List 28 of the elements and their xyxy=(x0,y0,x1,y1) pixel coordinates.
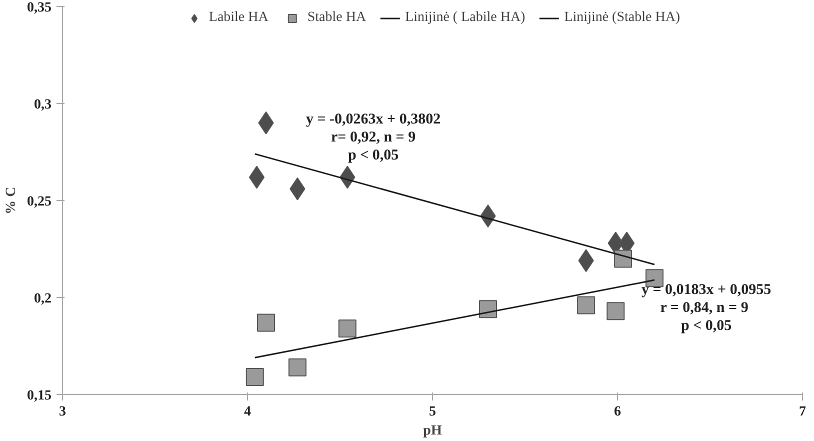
point xyxy=(288,358,306,376)
x-tick-label: 6 xyxy=(614,404,621,420)
y-tick-label: 0,35 xyxy=(27,0,52,16)
point xyxy=(614,250,632,268)
x-tick-label: 4 xyxy=(244,404,251,420)
annotation: y = -0,0263x + 0,3802 r= 0,92, n = 9 p < 0,05 xyxy=(306,111,441,164)
x-tick-label: 7 xyxy=(799,404,806,420)
y-tick-label: 0,2 xyxy=(34,292,52,306)
y-tick-label: 0,15 xyxy=(27,388,52,404)
x-tick-label: 3 xyxy=(59,404,66,420)
point xyxy=(248,166,265,189)
point xyxy=(577,296,596,314)
y-axis-title: % C xyxy=(4,186,19,214)
point xyxy=(338,320,356,338)
point xyxy=(257,314,275,332)
point xyxy=(646,269,664,288)
point xyxy=(606,302,625,320)
annotation: y = 0,0183x + 0,0955 r = 0,84, n = 9 p < 0,05 xyxy=(642,282,772,334)
x-tick-label: 5 xyxy=(429,404,436,420)
legend-label: Labile HA xyxy=(208,10,268,26)
legend-label: Linijinė (Stable HA) xyxy=(564,10,680,26)
x-axis-title: pH xyxy=(423,424,442,438)
point xyxy=(479,300,497,318)
y-tick-label: 0,25 xyxy=(27,194,52,210)
legend-label: Linijinė ( Labile HA) xyxy=(405,10,526,26)
y-tick-label: 0,3 xyxy=(34,98,52,112)
legend-label: Stable HA xyxy=(307,10,366,26)
point xyxy=(246,368,264,386)
